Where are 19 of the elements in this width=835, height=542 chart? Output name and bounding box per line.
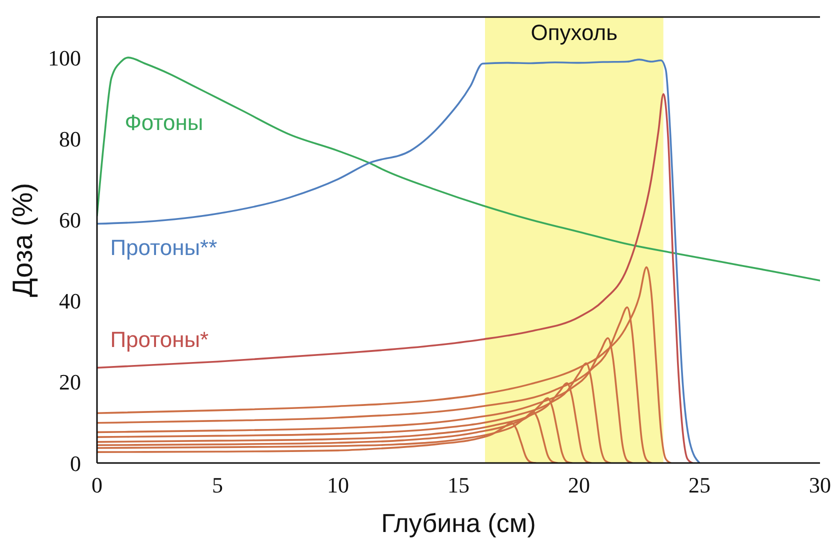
series-label: Фотоны: [124, 110, 204, 136]
x-tick-label: 0: [92, 472, 102, 498]
y-tick-label: 100: [48, 45, 81, 70]
series-label: Протоны**: [110, 235, 218, 262]
y-axis-title: Доза (%): [6, 182, 38, 298]
x-tick-label: 20: [568, 472, 590, 498]
x-tick-label: 25: [688, 472, 710, 498]
y-tick-label: 20: [59, 370, 81, 395]
x-axis-title: Глубина (см): [381, 508, 536, 538]
y-tick-label: 40: [59, 288, 81, 314]
x-tick-label: 15: [448, 472, 470, 498]
x-tick-label: 5: [212, 472, 223, 498]
y-tick-label: 80: [59, 126, 81, 152]
series-label: Протоны*: [110, 326, 209, 353]
y-tick-label: 0: [70, 450, 81, 476]
x-tick-label: 10: [327, 472, 349, 498]
band-label: Опухоль: [530, 20, 619, 46]
y-tick-label: 60: [59, 208, 81, 233]
x-tick-label: 30: [809, 472, 831, 498]
